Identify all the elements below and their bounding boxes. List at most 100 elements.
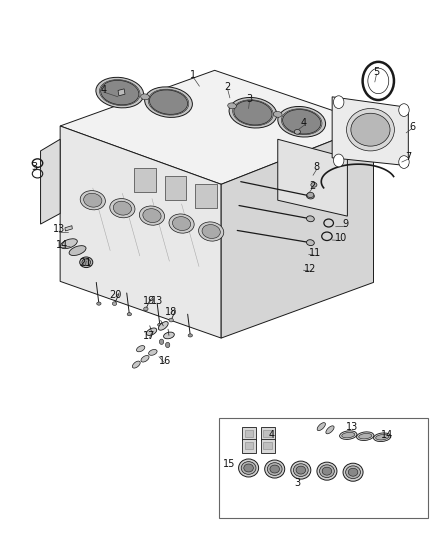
Ellipse shape xyxy=(169,318,173,322)
Text: 7: 7 xyxy=(405,152,411,162)
Circle shape xyxy=(399,104,409,116)
Polygon shape xyxy=(60,126,221,338)
Polygon shape xyxy=(118,89,125,96)
Text: 21: 21 xyxy=(79,258,92,268)
Ellipse shape xyxy=(228,103,237,109)
Ellipse shape xyxy=(127,313,131,316)
Text: 4: 4 xyxy=(301,118,307,128)
Ellipse shape xyxy=(80,257,93,268)
Ellipse shape xyxy=(146,328,157,335)
Text: 18: 18 xyxy=(165,306,177,317)
Text: 8: 8 xyxy=(314,162,320,172)
Polygon shape xyxy=(134,168,156,192)
Ellipse shape xyxy=(346,466,360,479)
FancyBboxPatch shape xyxy=(261,426,275,440)
Text: 3: 3 xyxy=(294,478,300,488)
Ellipse shape xyxy=(132,361,140,368)
Ellipse shape xyxy=(60,239,77,248)
FancyBboxPatch shape xyxy=(242,426,256,440)
Ellipse shape xyxy=(267,463,282,475)
Ellipse shape xyxy=(141,94,149,100)
Text: 5: 5 xyxy=(374,67,380,77)
Ellipse shape xyxy=(97,302,101,305)
Text: 1: 1 xyxy=(190,70,196,79)
Ellipse shape xyxy=(163,332,174,339)
Circle shape xyxy=(333,154,344,167)
Polygon shape xyxy=(278,139,347,216)
Ellipse shape xyxy=(139,206,165,225)
Circle shape xyxy=(333,96,344,109)
Ellipse shape xyxy=(346,109,394,151)
Ellipse shape xyxy=(244,464,253,472)
Text: 6: 6 xyxy=(410,122,416,132)
Ellipse shape xyxy=(278,107,325,137)
Polygon shape xyxy=(65,225,72,231)
Ellipse shape xyxy=(357,432,374,440)
Ellipse shape xyxy=(359,433,372,439)
Ellipse shape xyxy=(320,465,334,478)
Text: 19: 19 xyxy=(143,296,155,306)
Ellipse shape xyxy=(374,433,391,441)
Ellipse shape xyxy=(234,101,272,125)
Polygon shape xyxy=(221,124,374,338)
FancyBboxPatch shape xyxy=(242,439,256,453)
FancyBboxPatch shape xyxy=(263,442,272,449)
Polygon shape xyxy=(195,184,217,208)
Text: 2: 2 xyxy=(225,82,231,92)
Text: 14: 14 xyxy=(381,430,393,440)
Ellipse shape xyxy=(339,431,357,439)
Text: 3: 3 xyxy=(247,94,253,104)
Ellipse shape xyxy=(158,323,162,326)
Text: 10: 10 xyxy=(335,233,347,244)
Ellipse shape xyxy=(84,193,102,207)
Ellipse shape xyxy=(143,208,161,223)
Text: 20: 20 xyxy=(110,289,122,300)
Ellipse shape xyxy=(317,462,337,480)
Ellipse shape xyxy=(376,434,389,440)
Text: 2: 2 xyxy=(309,181,315,191)
Ellipse shape xyxy=(291,461,311,479)
Ellipse shape xyxy=(69,246,86,255)
Ellipse shape xyxy=(326,426,334,434)
Ellipse shape xyxy=(270,465,279,473)
Polygon shape xyxy=(60,70,374,184)
Ellipse shape xyxy=(311,182,317,187)
Ellipse shape xyxy=(241,462,256,474)
Ellipse shape xyxy=(173,216,191,230)
Ellipse shape xyxy=(137,345,145,352)
Ellipse shape xyxy=(96,77,144,108)
Ellipse shape xyxy=(229,98,277,128)
Polygon shape xyxy=(332,97,408,166)
Ellipse shape xyxy=(202,224,220,238)
Ellipse shape xyxy=(144,307,148,311)
Ellipse shape xyxy=(351,114,390,146)
FancyBboxPatch shape xyxy=(263,430,272,437)
Ellipse shape xyxy=(294,130,300,134)
Text: 17: 17 xyxy=(143,332,155,342)
Ellipse shape xyxy=(343,463,363,481)
Ellipse shape xyxy=(141,356,149,362)
Ellipse shape xyxy=(239,459,258,477)
Text: 13: 13 xyxy=(151,296,163,306)
Ellipse shape xyxy=(307,216,314,222)
Polygon shape xyxy=(41,139,60,224)
Text: 13: 13 xyxy=(346,422,358,432)
Text: 3: 3 xyxy=(31,162,37,172)
Circle shape xyxy=(166,342,170,348)
Ellipse shape xyxy=(113,302,117,305)
Ellipse shape xyxy=(307,193,314,199)
Polygon shape xyxy=(165,176,186,200)
Ellipse shape xyxy=(113,201,131,215)
Ellipse shape xyxy=(101,80,139,105)
Ellipse shape xyxy=(307,240,314,246)
Text: 16: 16 xyxy=(159,356,171,366)
Circle shape xyxy=(159,339,164,344)
Ellipse shape xyxy=(293,464,308,477)
Ellipse shape xyxy=(348,469,358,476)
Bar xyxy=(219,418,428,519)
Ellipse shape xyxy=(307,192,314,198)
Ellipse shape xyxy=(110,199,135,218)
Text: 4: 4 xyxy=(268,430,274,440)
Ellipse shape xyxy=(198,222,224,241)
Text: 4: 4 xyxy=(101,85,107,95)
